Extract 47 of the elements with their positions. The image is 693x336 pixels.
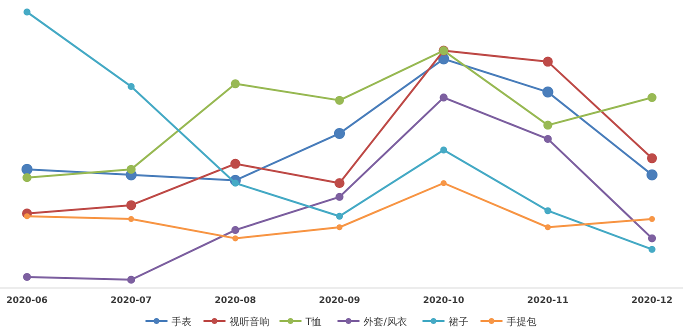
legend-label: 手表 (172, 316, 192, 328)
point (334, 178, 344, 188)
point (334, 128, 345, 139)
point (648, 93, 656, 102)
point (542, 56, 553, 67)
point (23, 272, 31, 281)
point (440, 180, 447, 186)
legend-label: 视听音响 (230, 316, 270, 328)
x-tick-label: 2020-11 (527, 296, 568, 306)
x-tick-label: 2020-08 (214, 296, 256, 306)
x-tick-label: 2020-06 (6, 296, 48, 306)
x-tick-label: 2020-12 (631, 296, 673, 306)
point (230, 79, 240, 88)
point (22, 173, 32, 182)
point (648, 246, 656, 253)
point (648, 234, 656, 242)
point (335, 96, 344, 105)
point (544, 207, 552, 214)
point (127, 276, 136, 284)
point (232, 235, 238, 242)
legend-label: 外套/风衣 (364, 316, 407, 328)
point (543, 120, 552, 130)
point (544, 224, 551, 230)
x-tick-label: 2020-10 (423, 296, 464, 306)
legend-label: T恤 (304, 316, 322, 328)
legend-label: 手提包 (506, 316, 536, 328)
point (542, 86, 554, 98)
point (231, 226, 240, 234)
point (126, 164, 136, 174)
point (649, 216, 655, 222)
point (646, 169, 658, 180)
point (128, 216, 134, 222)
point (128, 83, 135, 90)
point (336, 192, 344, 201)
point (336, 212, 343, 220)
x-tick-label: 2020-09 (318, 296, 360, 306)
point (336, 224, 342, 230)
point (230, 158, 240, 169)
point (22, 164, 32, 175)
point (24, 8, 30, 16)
point (440, 146, 448, 154)
point (544, 134, 552, 143)
x-tick-label: 2020-07 (110, 296, 152, 306)
point (647, 153, 657, 164)
legend-label: 裙子 (448, 316, 468, 328)
point (126, 200, 136, 210)
point (440, 94, 448, 102)
